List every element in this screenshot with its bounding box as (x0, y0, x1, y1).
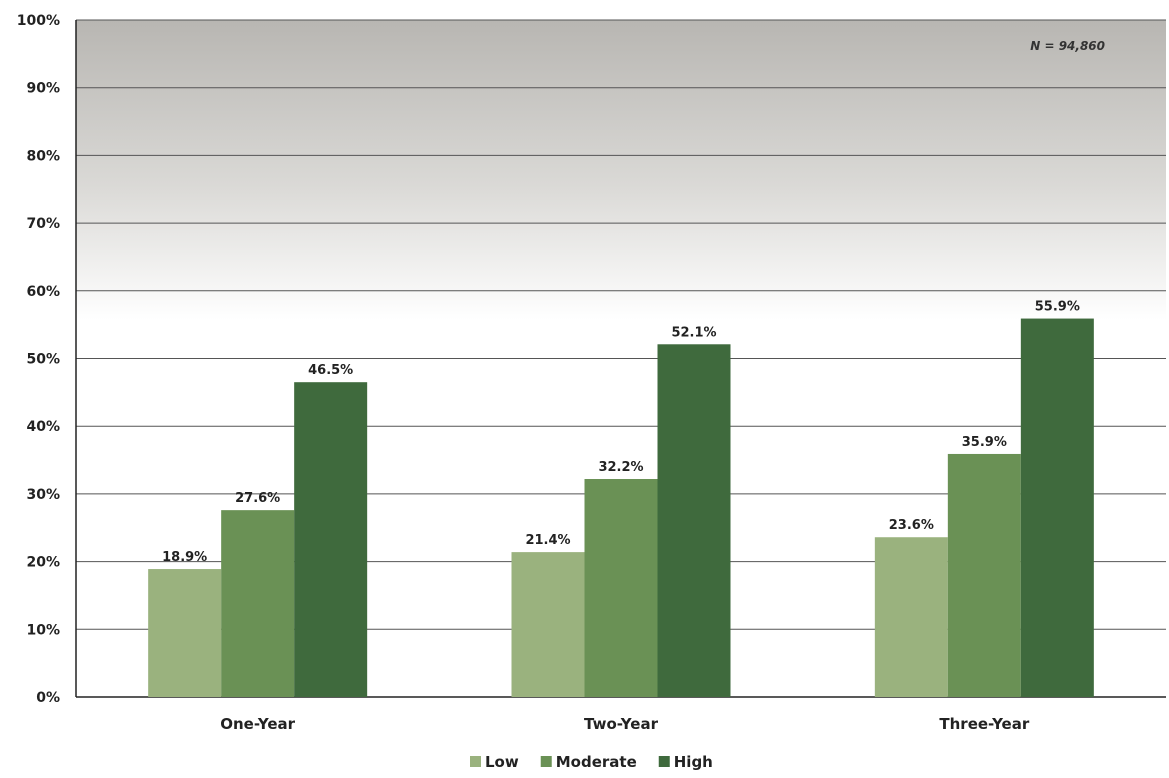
bar-high-one-year (294, 382, 368, 697)
data-label-moderate-one-year: 27.6% (235, 491, 280, 506)
data-label-low-two-year: 21.4% (525, 533, 570, 548)
data-label-moderate-three-year: 35.9% (962, 435, 1007, 450)
data-label-moderate-two-year: 32.2% (598, 460, 643, 475)
x-category-label: One-Year (220, 715, 295, 733)
data-label-low-three-year: 23.6% (889, 518, 934, 533)
bar-low-two-year (511, 552, 585, 697)
y-tick-label: 100% (17, 13, 60, 29)
bar-low-one-year (148, 569, 222, 697)
sample-size-annotation: N = 94,860 (1030, 39, 1105, 53)
data-label-low-one-year: 18.9% (162, 550, 207, 565)
data-label-high-three-year: 55.9% (1035, 300, 1080, 315)
data-label-high-one-year: 46.5% (308, 363, 353, 378)
bar-high-two-year (657, 344, 731, 697)
legend-label-low: Low (485, 753, 519, 771)
y-tick-label: 30% (26, 487, 60, 503)
y-tick-label: 40% (26, 419, 60, 435)
y-tick-label: 80% (26, 148, 60, 164)
y-tick-label: 0% (36, 690, 60, 706)
bar-moderate-three-year (947, 453, 1021, 697)
bar-moderate-two-year (584, 479, 658, 697)
data-label-high-two-year: 52.1% (671, 325, 716, 340)
x-category-label: Three-Year (939, 715, 1029, 733)
legend-swatch-high (658, 756, 670, 767)
legend-label-moderate: Moderate (556, 753, 637, 771)
bar-high-three-year (1020, 318, 1094, 697)
y-tick-label: 70% (26, 216, 60, 232)
x-category-label: Two-Year (584, 715, 659, 733)
legend-swatch-low (470, 756, 481, 767)
legend-label-high: High (674, 753, 713, 771)
bar-low-three-year (874, 537, 948, 697)
y-tick-label: 20% (26, 555, 60, 571)
y-tick-label: 10% (26, 622, 60, 638)
legend-swatch-moderate (540, 756, 552, 767)
y-tick-label: 90% (26, 81, 60, 97)
bar-moderate-one-year (221, 510, 295, 697)
y-tick-label: 60% (26, 284, 60, 300)
plot-background-shade (76, 20, 1166, 320)
y-tick-label: 50% (26, 352, 60, 368)
